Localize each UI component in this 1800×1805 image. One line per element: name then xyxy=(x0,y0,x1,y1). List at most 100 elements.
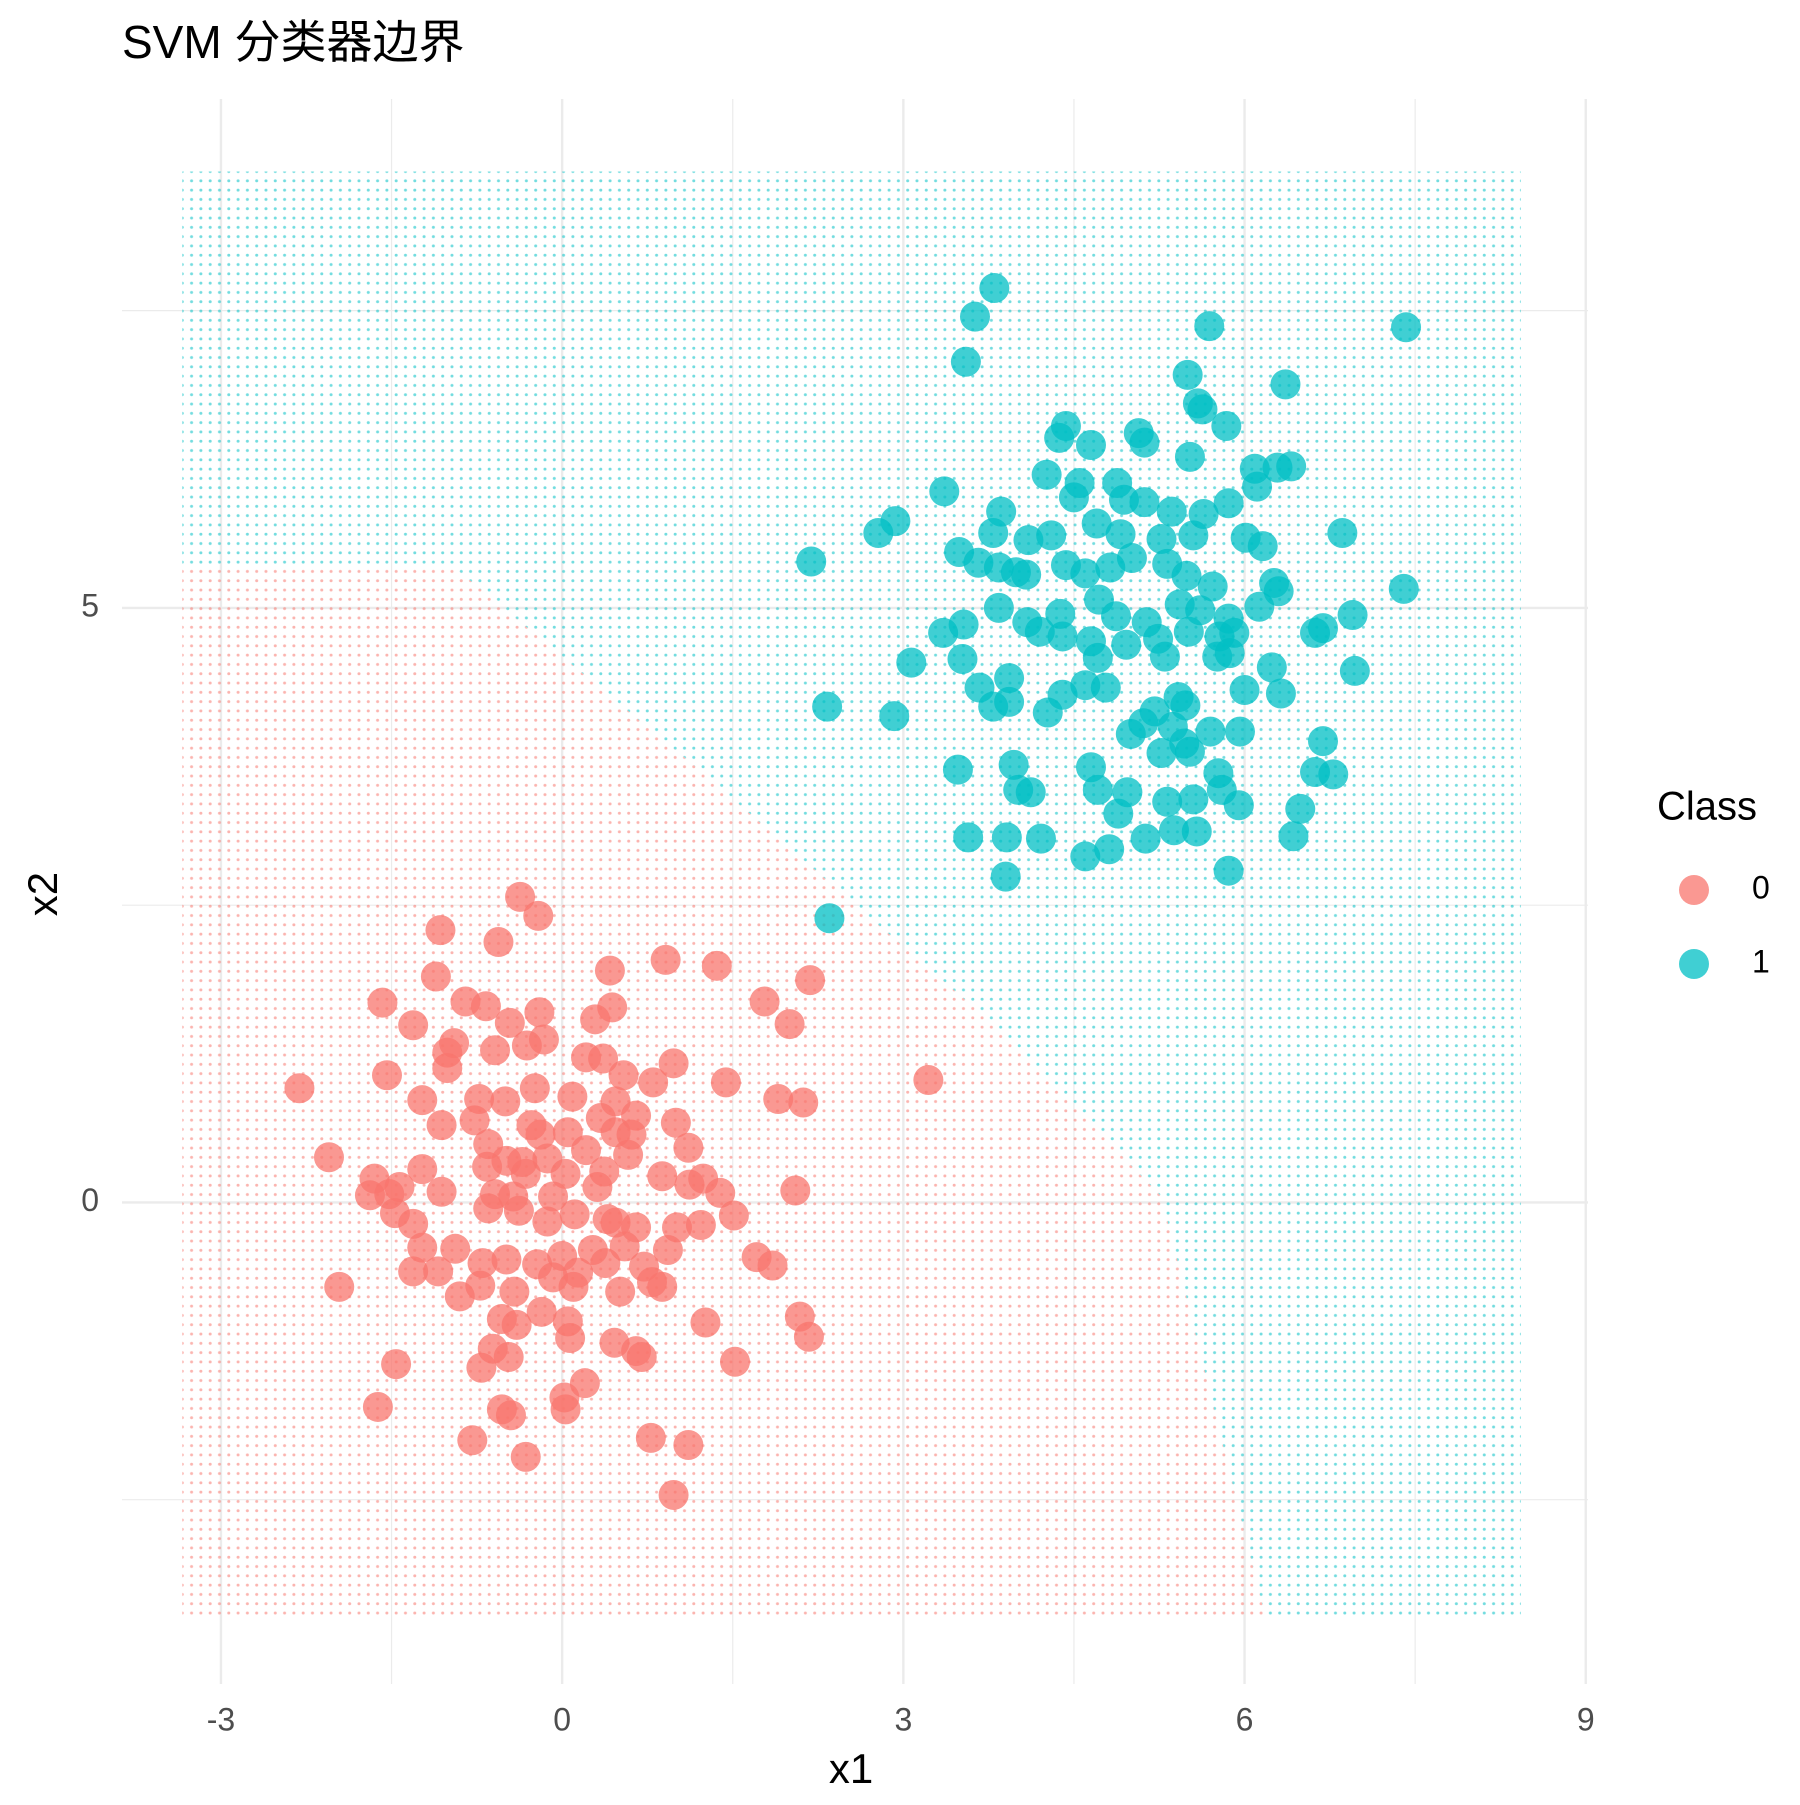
point xyxy=(510,1158,541,1189)
point xyxy=(490,1086,521,1117)
x-tick-label: 3 xyxy=(894,1701,912,1737)
point xyxy=(701,950,732,981)
point xyxy=(472,1151,503,1182)
point xyxy=(959,301,990,332)
point xyxy=(1187,394,1218,425)
point xyxy=(381,1349,412,1380)
point xyxy=(1152,786,1183,817)
point xyxy=(1044,422,1075,453)
point xyxy=(1339,655,1370,686)
point xyxy=(718,1200,749,1231)
point xyxy=(685,1210,716,1241)
point xyxy=(796,546,827,577)
point xyxy=(674,1169,705,1200)
point xyxy=(1224,716,1255,747)
point xyxy=(673,1132,704,1163)
point xyxy=(1159,815,1190,846)
point xyxy=(994,663,1025,694)
point xyxy=(590,1248,621,1279)
point xyxy=(662,1212,693,1243)
point xyxy=(978,518,1009,549)
point xyxy=(658,1048,689,1079)
point xyxy=(658,1479,689,1510)
point xyxy=(499,1276,530,1307)
point xyxy=(505,881,536,912)
point xyxy=(523,900,554,931)
point xyxy=(580,1004,611,1035)
y-axis-label: x2 xyxy=(19,872,66,916)
point xyxy=(426,1110,457,1141)
point xyxy=(1031,459,1062,490)
point xyxy=(1101,601,1132,632)
point xyxy=(774,1009,805,1040)
point xyxy=(407,1232,438,1263)
point xyxy=(1129,427,1160,458)
legend-label: 0 xyxy=(1752,869,1770,905)
point xyxy=(1388,573,1419,604)
legend-key xyxy=(1679,875,1709,905)
point xyxy=(942,754,973,785)
point xyxy=(1105,519,1136,550)
point xyxy=(994,686,1025,717)
point xyxy=(1015,777,1046,808)
point xyxy=(896,647,927,678)
point xyxy=(1082,774,1113,805)
point xyxy=(638,1067,669,1098)
point xyxy=(647,1271,678,1302)
point xyxy=(398,1208,429,1239)
point xyxy=(526,1296,557,1327)
point xyxy=(1195,716,1226,747)
point xyxy=(1146,523,1177,554)
point xyxy=(1265,678,1296,709)
point xyxy=(571,1135,602,1166)
point xyxy=(1172,359,1203,390)
point xyxy=(495,1400,526,1431)
point xyxy=(510,1441,541,1472)
point xyxy=(1178,784,1209,815)
x-tick-label: 6 xyxy=(1236,1701,1254,1737)
point xyxy=(979,273,1010,304)
point xyxy=(1156,496,1187,527)
point xyxy=(913,1064,944,1095)
point xyxy=(1263,576,1294,607)
point xyxy=(466,1352,497,1383)
point xyxy=(929,476,960,507)
point xyxy=(558,1271,589,1302)
point xyxy=(582,1171,613,1202)
point xyxy=(594,955,625,986)
point xyxy=(491,1244,522,1275)
point xyxy=(1115,718,1146,749)
point xyxy=(1318,759,1349,790)
point xyxy=(1036,520,1067,551)
chart-title: SVM 分类器边界 xyxy=(122,16,464,68)
point xyxy=(1213,855,1244,886)
point xyxy=(647,1161,678,1192)
point xyxy=(1213,488,1244,519)
point xyxy=(1270,369,1301,400)
point xyxy=(532,1206,563,1237)
point xyxy=(613,1139,644,1170)
point xyxy=(635,1422,666,1453)
point xyxy=(720,1346,751,1377)
point xyxy=(354,1180,385,1211)
point xyxy=(459,1105,490,1136)
point xyxy=(608,1060,639,1091)
point xyxy=(384,1171,415,1202)
point xyxy=(1171,560,1202,591)
point xyxy=(1058,482,1089,513)
point xyxy=(550,1158,581,1189)
point xyxy=(1149,641,1180,672)
point xyxy=(284,1073,315,1104)
point xyxy=(440,1233,471,1264)
point xyxy=(991,822,1022,853)
point xyxy=(1194,311,1225,342)
point xyxy=(1247,531,1278,562)
point xyxy=(538,1181,569,1212)
point xyxy=(528,1024,559,1055)
point xyxy=(710,1067,741,1098)
point xyxy=(1285,793,1316,824)
point xyxy=(1081,508,1112,539)
point xyxy=(673,1430,704,1461)
point xyxy=(1174,736,1205,767)
